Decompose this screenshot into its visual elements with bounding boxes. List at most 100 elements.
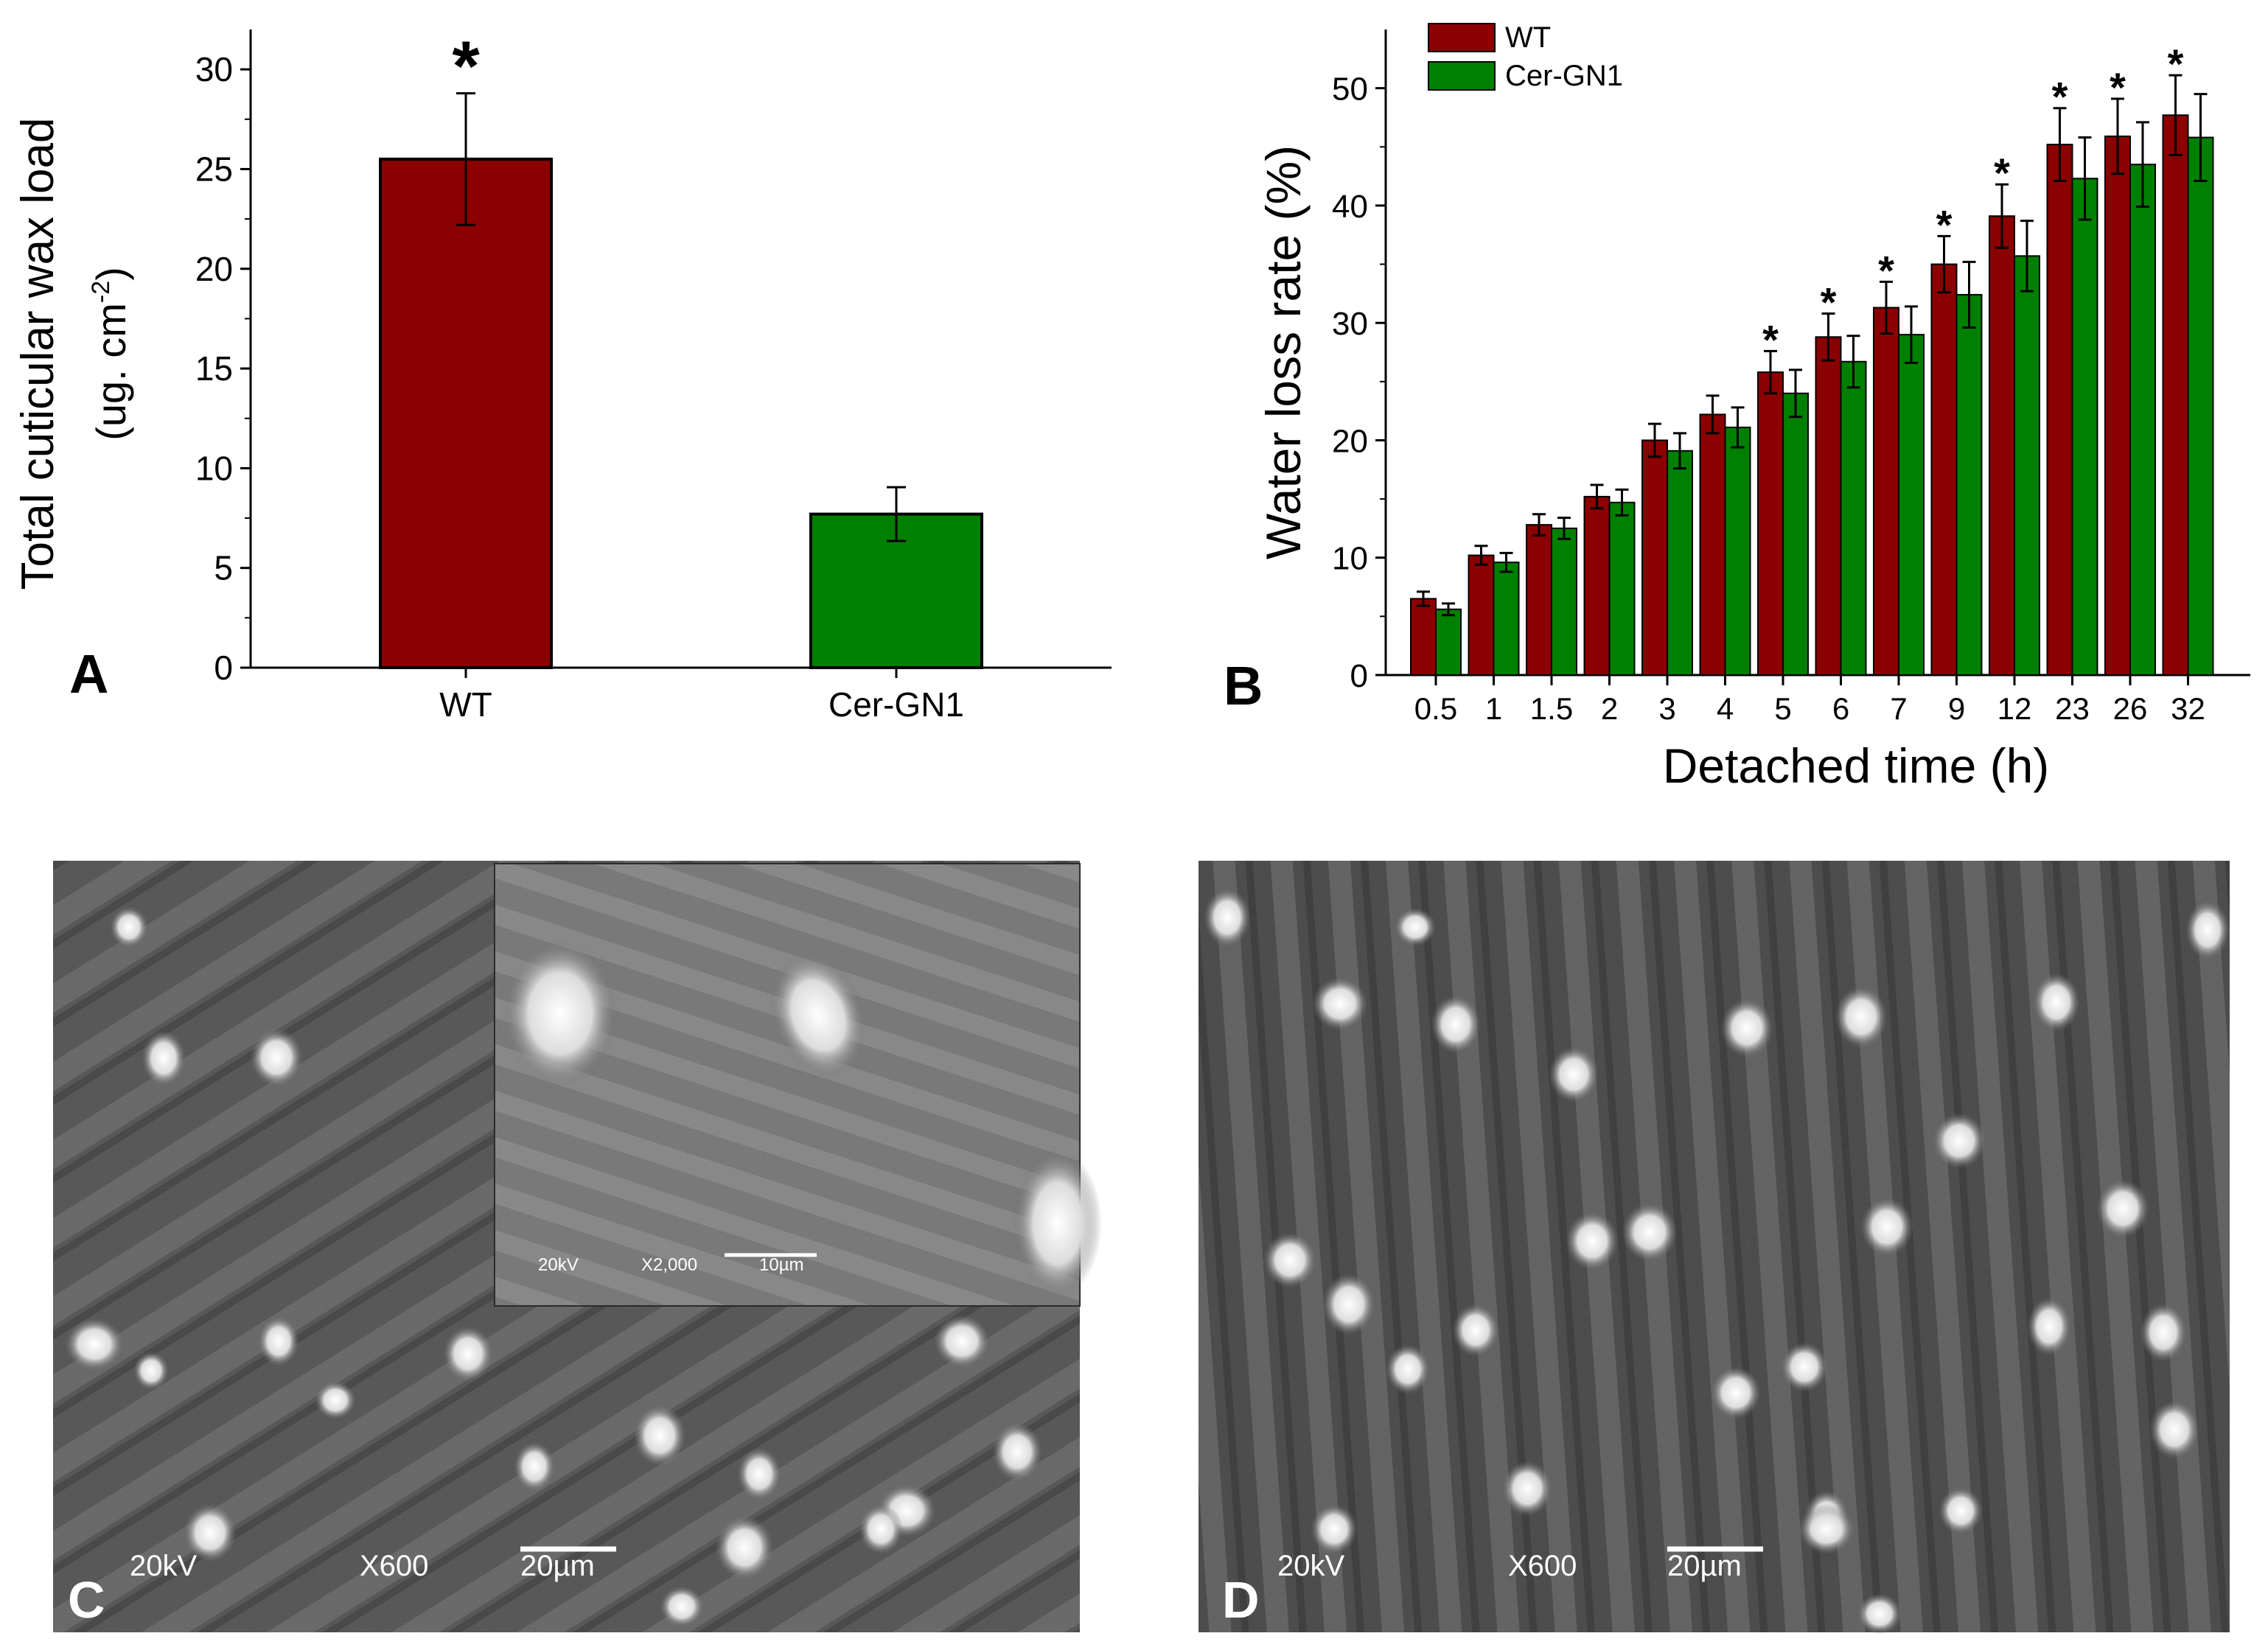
panel-a-y-tick-label: 30 bbox=[195, 50, 233, 88]
panel-c-inset-cell-right bbox=[1013, 1150, 1102, 1297]
panel-a-y-ticks: 0 5 10 15 20 25 30 bbox=[195, 50, 251, 687]
panel-b-bar-wt-2 bbox=[1583, 495, 1611, 676]
panel-b-bar-cer-gn1-2 bbox=[1608, 501, 1636, 676]
panel-a-x-tick-labels: WT Cer-GN1 bbox=[439, 668, 964, 724]
panel-b-y-tick-label: 0 bbox=[1350, 658, 1368, 694]
panel-b-bar-cer-gn1-32 bbox=[2187, 136, 2214, 677]
panel-a-y-axis-units: (ug. cm-2) bbox=[87, 267, 134, 441]
panel-b-bar-wt-9 bbox=[1930, 263, 1958, 676]
panel-b-x-tick-label: 3 bbox=[1658, 691, 1675, 726]
panel-b-y-ticks: 0 10 20 30 40 50 bbox=[1332, 71, 1386, 694]
panel-b-x-tick-label: 1.5 bbox=[1530, 691, 1573, 726]
panel-b-y-tick-label: 30 bbox=[1332, 306, 1368, 342]
panel-b-x-tick-label: 0.5 bbox=[1414, 691, 1457, 726]
panel-b-significance-marker: * bbox=[2110, 64, 2126, 111]
panel-b-bar-wt-1 bbox=[1468, 554, 1495, 676]
panel-b-x-tick-label: 2 bbox=[1601, 691, 1618, 726]
panel-b-label: B bbox=[1224, 655, 1263, 716]
panel-b-bar-cer-gn1-23 bbox=[2071, 178, 2098, 676]
panel-d-voltage: 20kV bbox=[1277, 1550, 1344, 1582]
panel-a-y-units-superscript: -2 bbox=[87, 281, 115, 303]
legend-swatch-cer-gn1 bbox=[1428, 61, 1496, 91]
panel-b-significance-marker: * bbox=[1994, 150, 2010, 196]
panel-c-label: C bbox=[68, 1571, 105, 1629]
panel-b-bar-wt-6 bbox=[1815, 336, 1842, 676]
panel-b-bar-wt-3 bbox=[1641, 439, 1668, 676]
panel-b-bar-cer-gn1-12 bbox=[2014, 255, 2040, 676]
panel-b-x-tick-labels: 0.5 1 1.5 2 3 4 5 6 7 9 12 23 26 32 bbox=[1414, 675, 2205, 726]
panel-a-bar-wt bbox=[379, 157, 553, 669]
panel-b-x-axis-title: Detached time (h) bbox=[1663, 738, 2050, 793]
panel-b-x-tick-label: 23 bbox=[2055, 691, 2090, 726]
panel-b-bar-wt-26 bbox=[2104, 135, 2131, 677]
panel-b-significance-marker: * bbox=[2052, 74, 2068, 120]
panel-a-y-tick-label: 5 bbox=[214, 549, 233, 587]
panel-a-y-tick-label: 15 bbox=[195, 349, 233, 388]
panel-d-micrograph: 20kV X600 20µm D bbox=[1198, 861, 2230, 1635]
panel-a-label: A bbox=[69, 643, 108, 705]
panel-b-bar-cer-gn1-9 bbox=[1955, 293, 1983, 676]
panel-b-x-tick-label: 12 bbox=[1997, 691, 2032, 726]
panel-b-y-tick-label: 40 bbox=[1332, 189, 1368, 225]
panel-b-x-tick-label: 6 bbox=[1832, 691, 1849, 726]
panel-c-voltage: 20kV bbox=[130, 1550, 197, 1582]
panel-b-x-tick-label: 32 bbox=[2171, 691, 2205, 726]
panel-c-scale-label: 20µm bbox=[520, 1550, 595, 1582]
panel-c-inset-voltage: 20kV bbox=[538, 1255, 579, 1275]
panel-c-inset-scale-label: 10µm bbox=[759, 1255, 804, 1275]
panel-b-y-axis-title: Water loss rate (%) bbox=[1256, 145, 1311, 559]
panel-b-bar-cer-gn1-4 bbox=[1724, 426, 1751, 677]
panel-b-bar-cer-gn1-1.5 bbox=[1551, 527, 1577, 677]
legend-label-wt: WT bbox=[1505, 21, 1551, 54]
panel-a-y-axis-title: Total cuticular wax load bbox=[13, 118, 63, 590]
panel-a-y-tick-label: 0 bbox=[214, 649, 233, 687]
legend-swatch-wt bbox=[1428, 23, 1496, 52]
panel-c-inset-cell-center bbox=[770, 952, 867, 1079]
panel-a-chart: 0 5 10 15 20 25 30 * WT Cer-GN1 Total cuticular… bbox=[13, 27, 1112, 724]
panel-a-y-tick-label: 25 bbox=[195, 150, 233, 188]
panel-d-label: D bbox=[1222, 1571, 1260, 1629]
panel-b-legend: WT Cer-GN1 bbox=[1428, 21, 1623, 92]
panel-c-magnification: X600 bbox=[360, 1550, 428, 1582]
panel-b-bar-cer-gn1-5 bbox=[1782, 392, 1809, 677]
panel-b-x-tick-label: 4 bbox=[1717, 691, 1734, 726]
panel-d-scale-label: 20µm bbox=[1667, 1550, 1742, 1582]
panel-b-bar-wt-4 bbox=[1699, 413, 1726, 676]
legend-label-cer-gn1: Cer-GN1 bbox=[1505, 60, 1623, 92]
panel-a-significance-marker: * bbox=[452, 27, 480, 106]
panel-d-magnification: X600 bbox=[1508, 1550, 1577, 1582]
panel-b-x-tick-label: 1 bbox=[1485, 691, 1502, 726]
panel-d-stomata bbox=[1204, 888, 2230, 1635]
panel-b-y-tick-label: 20 bbox=[1332, 423, 1368, 459]
panel-b-bar-wt-0.5 bbox=[1410, 598, 1437, 676]
panel-a-x-tick-label: Cer-GN1 bbox=[828, 685, 964, 724]
panel-b-bar-wt-7 bbox=[1873, 307, 1899, 676]
panel-b-bar-wt-23 bbox=[2046, 144, 2073, 676]
panel-c-stomata bbox=[65, 906, 1042, 1627]
panel-b-y-tick-label: 50 bbox=[1332, 71, 1368, 108]
panel-b-y-tick-label: 10 bbox=[1332, 541, 1368, 577]
panel-a-y-tick-label: 10 bbox=[195, 449, 233, 487]
panel-a-x-tick-label: WT bbox=[439, 685, 492, 724]
panel-b-bar-cer-gn1-3 bbox=[1667, 450, 1693, 676]
panel-b-bar-wt-12 bbox=[1989, 215, 2015, 676]
panel-a-y-tick-label: 20 bbox=[195, 250, 233, 288]
panel-b-bar-wt-32 bbox=[2162, 114, 2189, 676]
panel-b-x-tick-label: 9 bbox=[1948, 691, 1965, 726]
panel-b-significance-marker: * bbox=[1762, 316, 1779, 363]
panel-b-significance-marker: * bbox=[2168, 41, 2184, 87]
panel-b-bars: * * * * * * * * bbox=[1410, 41, 2214, 677]
panel-b-bar-cer-gn1-0.5 bbox=[1435, 608, 1462, 676]
panel-b-significance-marker: * bbox=[1821, 279, 1837, 325]
panel-b-significance-marker: * bbox=[1936, 201, 1953, 248]
panel-b-significance-marker: * bbox=[1878, 247, 1894, 293]
panel-c-micrograph: 20kV X2,000 10µm 20kV X600 20µm C bbox=[53, 861, 1102, 1632]
panel-c-inset-cell-left bbox=[503, 940, 618, 1087]
panel-a-bars: * bbox=[379, 27, 983, 670]
panel-b-bar-wt-1.5 bbox=[1526, 524, 1552, 677]
panel-b-bar-cer-gn1-7 bbox=[1898, 334, 1925, 676]
panel-b-bar-cer-gn1-1 bbox=[1493, 562, 1520, 677]
panel-b-x-tick-label: 26 bbox=[2113, 691, 2148, 726]
